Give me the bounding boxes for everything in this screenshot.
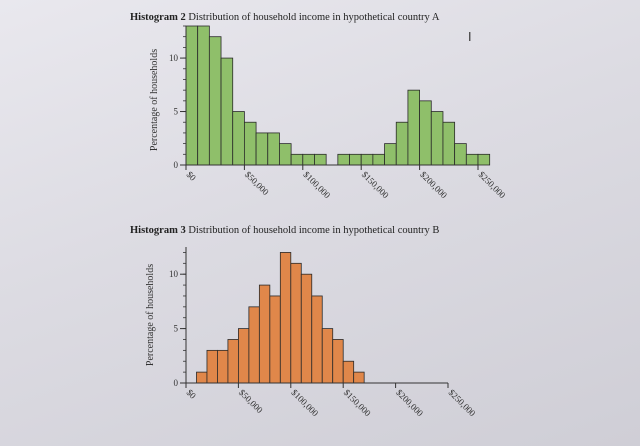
histogram-bar: [395, 121, 409, 166]
histogram-bar: [290, 153, 304, 166]
histogram-bar: [227, 339, 239, 384]
histogram-bar: [311, 295, 323, 384]
histogram-bar: [217, 349, 229, 384]
x-tick-label: $250,000: [477, 169, 508, 200]
histogram-2-title: Histogram 2 Distribution of household in…: [130, 12, 440, 23]
x-tick-label: $50,000: [237, 387, 265, 415]
histogram-bar: [302, 153, 315, 166]
histogram-bar: [248, 306, 260, 384]
histogram-bar: [360, 153, 374, 166]
histogram-bar: [332, 339, 344, 384]
histogram-bar: [465, 153, 479, 166]
y-tick-label: 10: [169, 269, 179, 279]
histogram-bar: [206, 349, 218, 384]
histogram-bar: [300, 273, 313, 384]
histogram-bar: [321, 328, 334, 384]
x-tick-label: $50,000: [243, 169, 271, 197]
histogram-bar: [258, 284, 271, 384]
histogram-bar: [290, 262, 302, 384]
histogram-bar: [372, 153, 385, 166]
histogram-bar: [454, 143, 467, 166]
histogram-bar: [337, 153, 350, 166]
y-tick-label: 5: [174, 107, 179, 117]
x-tick-label: $150,000: [342, 387, 373, 418]
x-tick-label: $100,000: [301, 169, 332, 200]
histogram-bar: [255, 132, 269, 166]
y-axis-label: Percentage of households: [145, 264, 156, 366]
histogram-bar: [314, 153, 327, 166]
histogram-bar: [419, 100, 432, 166]
histogram-bar: [185, 25, 199, 166]
y-tick-label: 5: [174, 324, 179, 334]
histogram-bar: [196, 371, 208, 384]
histogram-bar: [349, 153, 362, 166]
y-axis-label: Percentage of households: [149, 49, 160, 151]
histogram-bar: [353, 371, 365, 384]
histogram-bar: [197, 25, 210, 166]
x-tick-label: $250,000: [447, 387, 478, 418]
y-tick-label: 10: [169, 53, 179, 63]
histogram-bar: [269, 295, 281, 384]
histogram-bar: [232, 111, 245, 166]
x-tick-label: $150,000: [360, 169, 391, 200]
histogram-bar: [208, 36, 222, 166]
y-tick-label: 0: [174, 378, 179, 388]
histogram-bar: [243, 121, 257, 166]
x-tick-label: $100,000: [289, 387, 320, 418]
x-tick-label: $0: [185, 387, 199, 401]
x-tick-label: $200,000: [394, 387, 425, 418]
histogram-bar: [279, 252, 292, 384]
histogram-bar: [237, 328, 250, 384]
histogram-bar: [407, 89, 421, 166]
x-tick-label: $0: [185, 169, 199, 183]
y-tick-label: 0: [174, 160, 179, 170]
histogram-bar: [342, 360, 355, 384]
histogram-bar: [384, 143, 397, 166]
x-tick-label: $200,000: [418, 169, 449, 200]
histogram-bar: [267, 132, 280, 166]
text-cursor-icon: Ι: [468, 30, 472, 44]
histogram-bar: [477, 153, 491, 166]
histogram-bar: [442, 121, 456, 166]
histogram-bar: [279, 143, 292, 166]
histogram-bar: [430, 111, 444, 166]
histogram-3-title: Histogram 3 Distribution of household in…: [130, 225, 440, 236]
histogram-bar: [220, 57, 234, 166]
